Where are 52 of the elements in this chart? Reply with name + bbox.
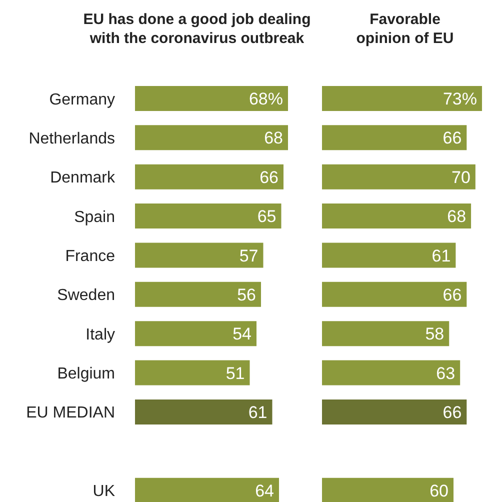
bar [322,242,456,268]
y-tick-label: UK [92,483,116,500]
chart-title: Favorable opinion of EU [355,10,455,48]
y-tick-label: Germany [49,91,115,108]
data-label: 61 [432,246,451,266]
data-label: 63 [436,364,456,383]
bar [135,399,272,424]
y-tick-label: Denmark [50,170,116,187]
bar [135,478,279,502]
bar [322,204,472,229]
data-label: 66 [442,402,462,422]
bar [322,86,482,111]
data-label: 61 [248,402,268,422]
data-label: 66 [442,128,462,148]
bar [135,282,261,307]
bar [322,282,467,307]
bar [135,125,288,150]
bar [322,478,454,502]
data-label: 68 [447,207,466,226]
data-label: 60 [430,481,449,500]
bar [322,164,476,190]
data-label: 68 [264,128,283,148]
y-tick-label: EU MEDIAN [26,404,115,422]
data-label: 70 [452,168,470,187]
chart-title: EU has done a good job dealing with the coronavirus outbreak [82,10,312,48]
bar [135,242,264,268]
data-label: 57 [239,246,258,266]
y-tick-label: Italy [86,326,115,344]
y-tick-label: Netherlands [28,130,115,148]
data-label: 56 [237,285,256,304]
data-label: 65 [257,207,276,226]
data-label: 54 [232,324,252,344]
data-label: 66 [442,285,462,304]
y-tick-label: Sweden [57,287,115,304]
bar [135,204,282,229]
bar [135,321,256,346]
bar [322,125,467,150]
data-label: 66 [260,168,278,187]
y-tick-label: France [65,248,116,265]
data-label: 64 [255,481,274,500]
bar [322,321,450,346]
data-label: 68% [248,90,283,109]
bar [135,164,284,190]
bar [135,86,288,111]
data-label: 73% [442,90,477,109]
bar [322,360,460,386]
bar [322,399,467,424]
bar [135,360,250,386]
y-tick-label: Spain [74,208,115,226]
y-tick-label: Belgium [57,366,115,383]
data-label: 58 [425,324,444,344]
data-label: 51 [226,364,245,383]
